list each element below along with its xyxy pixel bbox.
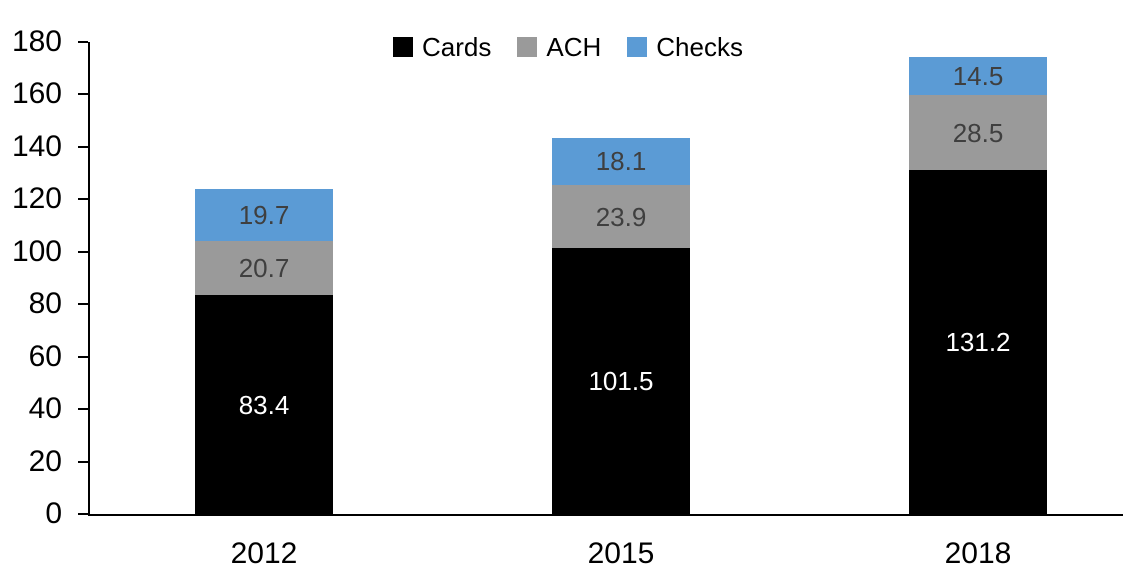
data-label: 20.7 xyxy=(238,253,290,284)
legend-item-checks: Checks xyxy=(627,34,743,60)
chart-legend: Cards ACH Checks xyxy=(0,34,1136,60)
bar-segment-cards-2018: 131.2 xyxy=(909,169,1047,514)
y-axis-tick-label: 0 xyxy=(45,497,62,530)
cards-swatch-icon xyxy=(393,37,414,57)
checks-swatch-icon xyxy=(627,37,648,57)
y-axis-line xyxy=(88,42,90,516)
x-axis-category-label: 2012 xyxy=(230,537,298,570)
bar-segment-checks-2012: 19.7 xyxy=(195,189,333,242)
bar-segment-ach-2012: 20.7 xyxy=(195,241,333,296)
y-axis-tick-label: 180 xyxy=(11,25,62,58)
y-axis-tick-label: 100 xyxy=(11,234,62,268)
y-axis-tick-label: 40 xyxy=(28,392,62,426)
data-label: 28.5 xyxy=(952,117,1004,148)
bar-segment-ach-2018: 28.5 xyxy=(909,95,1047,170)
y-axis-tick-label: 140 xyxy=(11,129,62,163)
data-label: 131.2 xyxy=(945,326,1011,357)
y-axis-tick xyxy=(78,513,88,515)
legend-label-ach: ACH xyxy=(546,32,602,62)
y-axis-tick-label: 80 xyxy=(28,287,62,321)
data-label: 83.4 xyxy=(238,389,290,420)
x-axis-line xyxy=(88,514,1123,516)
y-axis-tick xyxy=(78,460,88,463)
bar-segment-cards-2012: 83.4 xyxy=(195,295,333,514)
x-axis-category-label: 2015 xyxy=(587,537,655,570)
legend-item-ach: ACH xyxy=(517,34,601,60)
x-axis-category-label: 2018 xyxy=(944,537,1012,570)
y-axis-tick xyxy=(78,41,88,43)
y-axis-tick xyxy=(78,408,88,411)
y-axis-tick xyxy=(78,198,88,201)
bar-segment-checks-2018: 14.5 xyxy=(909,57,1047,96)
data-label: 18.1 xyxy=(595,146,647,177)
legend-label-checks: Checks xyxy=(656,32,743,62)
y-axis-tick xyxy=(78,355,88,358)
data-label: 23.9 xyxy=(595,201,647,232)
data-label: 19.7 xyxy=(238,200,290,231)
y-axis-tick xyxy=(78,93,88,96)
y-axis-tick-label: 20 xyxy=(28,444,62,478)
y-axis-tick xyxy=(78,250,88,253)
y-axis-tick-label: 60 xyxy=(28,339,62,373)
ach-swatch-icon xyxy=(517,37,538,57)
y-axis-tick-label: 120 xyxy=(11,182,62,216)
bar-segment-checks-2015: 18.1 xyxy=(552,137,690,186)
data-label: 14.5 xyxy=(952,61,1004,92)
legend-label-cards: Cards xyxy=(422,32,492,62)
y-axis-tick xyxy=(78,145,88,148)
y-axis-tick-label: 160 xyxy=(11,77,62,111)
legend-item-cards: Cards xyxy=(393,34,491,60)
bar-segment-ach-2015: 23.9 xyxy=(552,185,690,248)
bar-segment-cards-2015: 101.5 xyxy=(552,247,690,514)
y-axis-tick xyxy=(78,303,88,306)
data-label: 101.5 xyxy=(588,365,654,396)
